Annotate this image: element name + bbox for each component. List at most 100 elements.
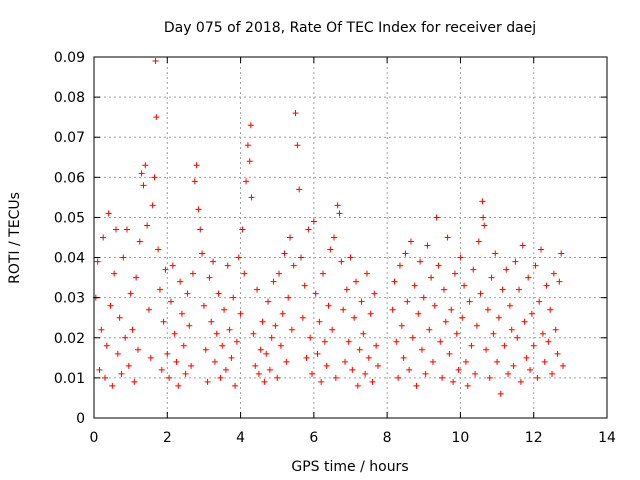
data-point <box>479 198 486 205</box>
data-point <box>338 258 345 265</box>
data-point <box>257 346 264 353</box>
data-point <box>158 366 165 373</box>
data-point <box>259 318 266 325</box>
data-point <box>186 322 193 329</box>
data-point <box>521 318 528 325</box>
data-point <box>298 254 305 261</box>
data-point <box>510 362 517 369</box>
data-point <box>111 270 118 277</box>
data-point <box>327 246 334 253</box>
data-point <box>455 366 462 373</box>
data-point <box>255 370 262 377</box>
data-point <box>98 326 105 333</box>
data-point <box>356 346 363 353</box>
data-point <box>527 366 534 373</box>
x-tick-label: 4 <box>236 430 245 446</box>
data-point <box>501 342 508 349</box>
data-point <box>325 302 332 309</box>
data-point <box>116 314 123 321</box>
data-point <box>358 298 365 305</box>
data-point <box>558 250 565 257</box>
data-point <box>543 282 550 289</box>
data-point <box>536 298 543 305</box>
data-point <box>516 286 523 293</box>
data-point <box>345 338 352 345</box>
y-tick-label: 0.07 <box>54 130 85 146</box>
y-tick-label: 0.08 <box>54 90 85 106</box>
data-point <box>125 362 132 369</box>
data-point <box>407 238 414 245</box>
data-point <box>426 326 433 333</box>
y-tick-label: 0.01 <box>54 371 85 387</box>
data-point <box>166 374 173 381</box>
data-point <box>206 274 213 281</box>
data-point <box>472 370 479 377</box>
data-point <box>105 210 112 217</box>
data-point <box>120 254 127 261</box>
data-point <box>431 302 438 309</box>
data-point <box>162 266 169 273</box>
data-point <box>488 274 495 281</box>
data-point <box>230 294 237 301</box>
data-point <box>329 326 336 333</box>
axis-ticks <box>93 56 608 419</box>
data-point <box>453 330 460 337</box>
data-point <box>312 290 319 297</box>
data-point <box>391 278 398 285</box>
x-tick-label: 6 <box>309 430 318 446</box>
data-point <box>164 350 171 357</box>
data-point <box>523 354 530 361</box>
data-point <box>175 382 182 389</box>
data-point <box>393 338 400 345</box>
data-point <box>340 306 347 313</box>
data-point <box>156 286 163 293</box>
data-point <box>283 358 290 365</box>
data-point <box>169 262 176 269</box>
data-point <box>112 226 119 233</box>
data-point <box>303 354 310 361</box>
data-point <box>547 306 554 313</box>
data-point <box>395 374 402 381</box>
data-point <box>290 262 297 269</box>
data-point <box>180 342 187 349</box>
data-point <box>336 210 343 217</box>
data-point <box>252 362 259 369</box>
data-point <box>483 346 490 353</box>
data-point <box>437 338 444 345</box>
data-point <box>133 274 140 281</box>
data-point <box>210 258 217 265</box>
data-point <box>532 262 539 269</box>
data-point <box>374 362 381 369</box>
data-point <box>457 254 464 261</box>
data-point <box>323 362 330 369</box>
data-point <box>508 326 515 333</box>
x-axis-label: GPS time / hours <box>291 459 408 475</box>
data-point <box>292 110 299 117</box>
data-point <box>134 346 141 353</box>
data-point <box>371 290 378 297</box>
data-point <box>461 282 468 289</box>
data-point <box>246 158 253 165</box>
data-point <box>152 58 159 65</box>
data-point <box>556 278 563 285</box>
data-point <box>199 250 206 257</box>
data-point <box>153 114 160 121</box>
data-point <box>343 286 350 293</box>
data-point <box>155 246 162 253</box>
data-point <box>147 354 154 361</box>
data-point <box>360 330 367 337</box>
data-point <box>307 334 314 341</box>
data-point <box>367 310 374 317</box>
data-point <box>200 302 207 309</box>
x-tick-label: 14 <box>598 430 616 446</box>
data-point <box>140 182 147 189</box>
data-point <box>398 322 405 329</box>
data-point <box>466 298 473 305</box>
data-point <box>191 178 198 185</box>
data-point <box>129 326 136 333</box>
y-tick-label: 0.03 <box>54 291 85 307</box>
x-tick-label: 10 <box>452 430 470 446</box>
data-point <box>173 358 180 365</box>
data-point <box>396 262 403 269</box>
data-point <box>444 234 451 241</box>
